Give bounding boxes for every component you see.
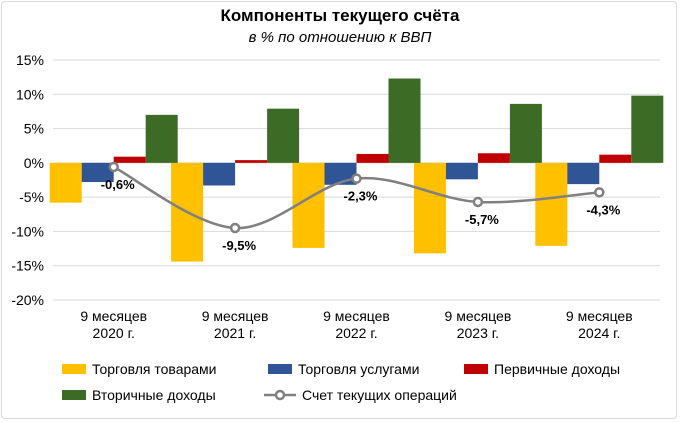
line-data-label: -9,5% bbox=[222, 238, 256, 253]
legend-swatch bbox=[268, 364, 292, 374]
legend-swatch bbox=[62, 390, 86, 400]
y-tick-label: 5% bbox=[24, 121, 44, 137]
bar-3 bbox=[113, 156, 146, 163]
chart-subtitle: в % по отношению к ВВП bbox=[248, 29, 432, 46]
bar-4 bbox=[388, 78, 421, 163]
bar-3 bbox=[356, 153, 389, 163]
category-line: 9 месяцев bbox=[445, 308, 512, 324]
line-point bbox=[351, 173, 362, 184]
bar-3 bbox=[477, 153, 510, 163]
bar-2 bbox=[567, 162, 600, 185]
category-line: 9 месяцев bbox=[323, 308, 390, 324]
category-line: 9 месяцев bbox=[566, 308, 633, 324]
bar-4 bbox=[145, 114, 178, 163]
x-category-label: 9 месяцев 2022 г. bbox=[323, 308, 390, 341]
line-data-label: -4,3% bbox=[586, 202, 620, 217]
y-tick-label: -15% bbox=[11, 258, 44, 274]
y-tick-label: 15% bbox=[16, 52, 44, 68]
legend-label: Счет текущих операций bbox=[302, 387, 457, 403]
x-category-label: 9 месяцев 2023 г. bbox=[445, 308, 512, 341]
line-series: -0,6% -9,5% -2,3% -5,7% -4,3% bbox=[101, 161, 621, 253]
bar-2 bbox=[445, 162, 478, 180]
line-data-label: -5,7% bbox=[465, 212, 499, 227]
bar-4 bbox=[509, 103, 542, 163]
bar-2 bbox=[81, 162, 114, 183]
legend: Торговля товарами Торговля услугами Первич… bbox=[62, 361, 620, 403]
x-category-label: 9 месяцев 2021 г. bbox=[202, 308, 269, 341]
legend-label: Торговля услугами bbox=[298, 361, 419, 377]
legend-label: Вторичные доходы bbox=[92, 387, 216, 403]
legend-label: Первичные доходы bbox=[494, 361, 620, 377]
category-line: 2020 г. bbox=[93, 325, 135, 341]
legend-label: Торговля товарами bbox=[92, 361, 217, 377]
legend-swatch bbox=[464, 364, 488, 374]
y-tick-label: 10% bbox=[16, 86, 44, 102]
bar-1 bbox=[49, 162, 82, 203]
bar-4 bbox=[267, 108, 300, 163]
category-line: 2021 г. bbox=[214, 325, 256, 341]
chart-title: Компоненты текущего счёта bbox=[220, 6, 460, 25]
line-data-label: -2,3% bbox=[344, 189, 378, 204]
category-line: 9 месяцев bbox=[80, 308, 147, 324]
line-point bbox=[229, 222, 241, 234]
x-category-label: 9 месяцев 2020 г. bbox=[80, 308, 147, 341]
bar-3 bbox=[599, 154, 632, 163]
category-line: 2024 г. bbox=[578, 325, 620, 341]
bar-1 bbox=[535, 162, 568, 246]
y-axis-ticks: 15% 10% 5% 0% -5% -10% -15% -20% bbox=[11, 52, 44, 308]
legend-line-marker bbox=[274, 389, 286, 401]
y-tick-label: -20% bbox=[11, 292, 44, 308]
x-axis-categories: 9 месяцев 2020 г.9 месяцев 2021 г.9 месяце… bbox=[80, 308, 632, 341]
x-category-label: 9 месяцев 2024 г. bbox=[566, 308, 633, 341]
bar-4 bbox=[631, 95, 664, 163]
category-line: 2022 г. bbox=[335, 325, 377, 341]
category-line: 9 месяцев bbox=[202, 308, 269, 324]
bar-1 bbox=[413, 162, 446, 254]
line-point bbox=[108, 161, 119, 173]
category-line: 2023 г. bbox=[457, 325, 499, 341]
y-tick-label: -5% bbox=[19, 189, 44, 205]
line-point bbox=[594, 187, 605, 198]
y-tick-label: -10% bbox=[11, 223, 44, 239]
line-data-label: -0,6% bbox=[101, 177, 135, 192]
bar-series bbox=[49, 78, 664, 262]
line-point bbox=[472, 196, 484, 208]
bar-3 bbox=[235, 160, 268, 163]
bar-2 bbox=[203, 162, 236, 186]
legend-swatch bbox=[62, 364, 86, 374]
y-tick-label: 0% bbox=[24, 155, 44, 171]
